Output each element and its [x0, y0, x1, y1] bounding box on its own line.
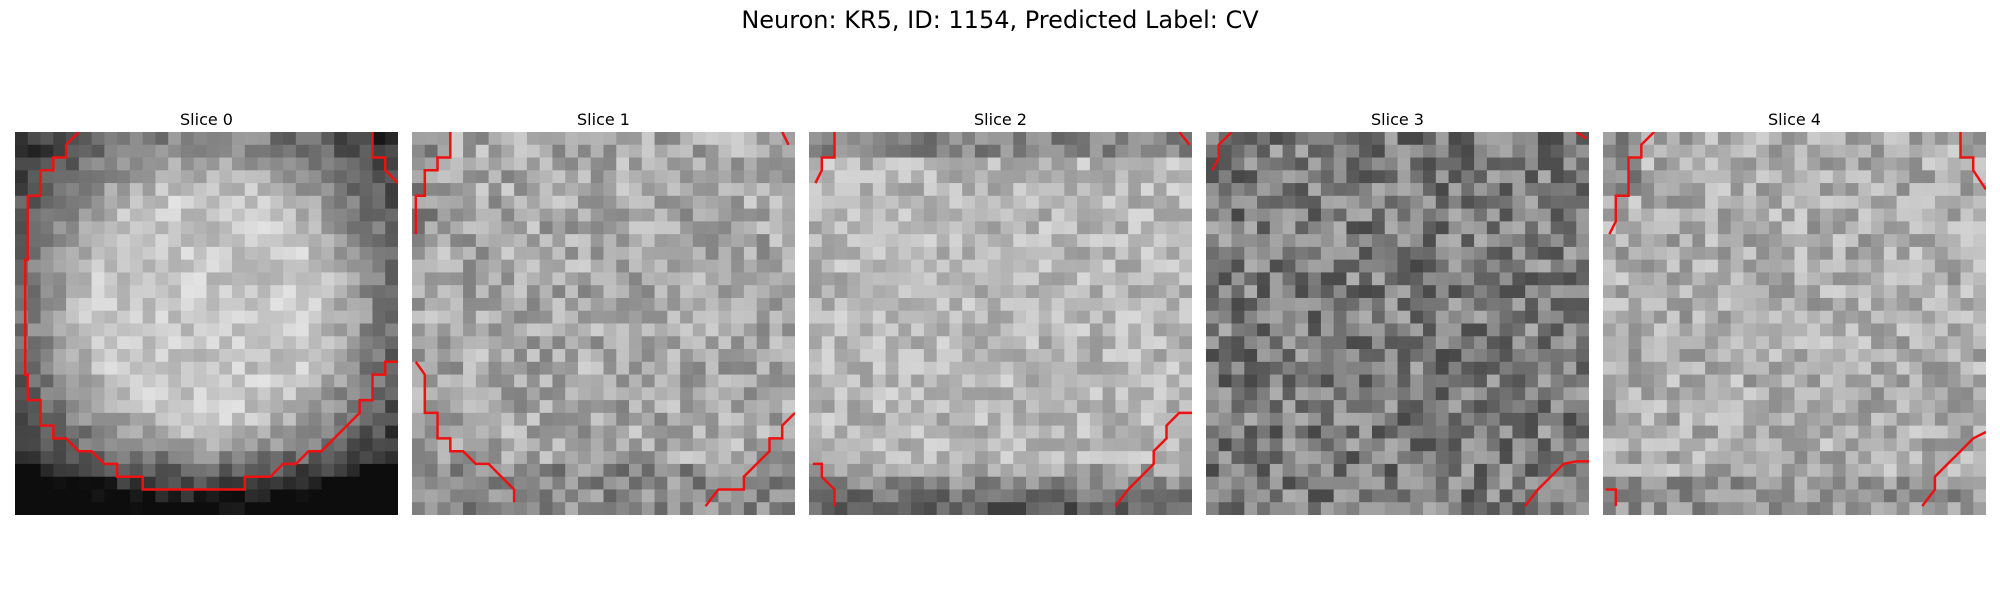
slice-title-4: Slice 4 [1768, 110, 1821, 129]
slice-panel-4: Slice 4 [1603, 108, 1986, 515]
contour-line-1 [371, 132, 398, 184]
figure-title: Neuron: KR5, ID: 1154, Predicted Label: … [741, 6, 1259, 34]
contour-line-2 [1575, 132, 1588, 140]
contour-line-2 [704, 412, 795, 507]
contour-line-3 [781, 132, 790, 146]
pixel-grid [1603, 132, 1986, 515]
slice-image-2 [809, 132, 1192, 515]
contour-line-1 [812, 462, 836, 507]
slice-title-3: Slice 3 [1371, 110, 1424, 129]
slice-panel-1: Slice 1 [412, 108, 795, 515]
contour-line-1 [1605, 488, 1618, 507]
slice-image-3 [1206, 132, 1589, 515]
pixel-grid [15, 132, 398, 515]
contour-line-3 [1178, 132, 1191, 146]
slice-image-1 [412, 132, 795, 515]
slice-image-0 [15, 132, 398, 515]
slice-panel-3: Slice 3 [1206, 108, 1589, 515]
contour-line-1 [414, 361, 516, 503]
contour-line-0 [1608, 132, 1655, 235]
pixel-grid [809, 132, 1192, 515]
contour-line-1 [1524, 460, 1589, 507]
pixel-grid [412, 132, 795, 515]
slice-panel-2: Slice 2 [809, 108, 1192, 515]
contour-line-2 [1114, 411, 1192, 507]
contour-line-0 [414, 132, 452, 235]
slice-title-2: Slice 2 [974, 110, 1027, 129]
slice-title-1: Slice 1 [577, 110, 630, 129]
slice-panel-0: Slice 0 [15, 108, 398, 515]
contour-line-0 [814, 132, 836, 184]
slice-title-0: Slice 0 [180, 110, 233, 129]
pixel-grid [1206, 132, 1589, 515]
contour-line-0 [23, 132, 398, 491]
slice-image-4 [1603, 132, 1986, 515]
contour-line-3 [1959, 132, 1986, 191]
contour-line-2 [1921, 430, 1986, 507]
contour-line-0 [1211, 132, 1233, 171]
